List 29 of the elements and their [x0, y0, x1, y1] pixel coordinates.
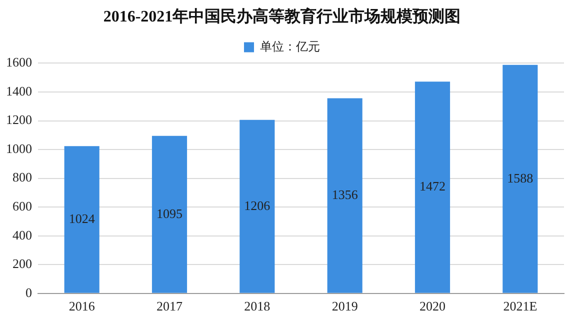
x-tick-label: 2020 [420, 298, 446, 314]
y-tick-label: 600 [12, 198, 32, 214]
bar [152, 136, 188, 293]
legend-label: 单位：亿元 [260, 39, 320, 54]
y-tick-label: 200 [12, 256, 32, 272]
x-tick-label: 2018 [244, 298, 270, 314]
y-tick-label: 1200 [6, 112, 32, 128]
data-label: 1024 [68, 210, 96, 226]
y-tick-label: 1400 [6, 83, 32, 98]
y-tick-label: 1600 [6, 54, 32, 70]
bar [414, 82, 450, 293]
x-tick-label: 2017 [156, 298, 183, 314]
data-label: 1588 [507, 170, 534, 186]
bar [64, 146, 100, 293]
x-tick-label: 2021E [503, 298, 538, 314]
data-label: 1472 [420, 178, 446, 194]
data-label: 1095 [156, 206, 182, 221]
x-tick-label: 2016 [68, 298, 96, 314]
data-label: 1206 [244, 198, 271, 213]
y-tick-label: 800 [12, 170, 32, 185]
x-tick-label: 2019 [332, 298, 358, 314]
y-tick-label: 0 [26, 284, 32, 300]
bar [327, 98, 362, 293]
data-label: 1356 [332, 187, 358, 202]
chart-title: 2016-2021年中国民办高等教育行业市场规模预测图 [103, 6, 461, 26]
y-tick-label: 400 [12, 227, 32, 242]
bar [502, 64, 538, 293]
y-tick-label: 1000 [6, 140, 32, 156]
bar [240, 120, 275, 293]
